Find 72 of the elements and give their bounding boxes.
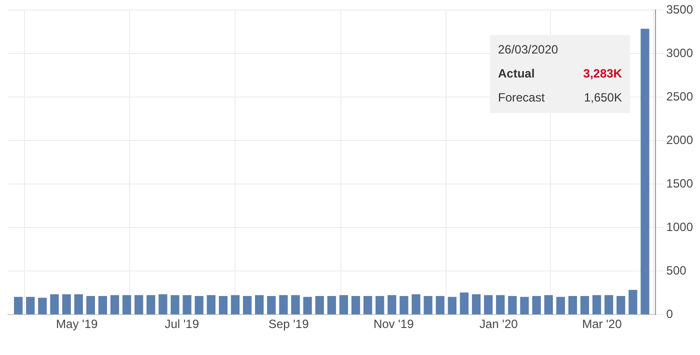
bar bbox=[339, 295, 348, 314]
bar bbox=[472, 294, 481, 314]
bar bbox=[218, 296, 228, 314]
bar bbox=[194, 296, 204, 314]
bar bbox=[580, 296, 590, 314]
bar bbox=[26, 296, 35, 314]
bar bbox=[122, 295, 132, 314]
x-tick-label: May '19 bbox=[56, 317, 98, 332]
x-tick-label: Jan '20 bbox=[479, 317, 518, 332]
bar bbox=[616, 296, 626, 314]
bar bbox=[110, 295, 120, 314]
annotation: 1,650K bbox=[584, 90, 622, 104]
bar bbox=[74, 294, 83, 314]
bar bbox=[315, 296, 324, 314]
bar bbox=[255, 295, 264, 314]
bar bbox=[242, 296, 252, 314]
y-tick-label: 2500 bbox=[666, 89, 694, 104]
bar bbox=[544, 295, 553, 314]
bar bbox=[532, 296, 541, 314]
bar bbox=[424, 296, 432, 314]
x-tick-label: Sep '19 bbox=[268, 317, 310, 332]
bar bbox=[303, 296, 312, 314]
bar bbox=[279, 295, 288, 314]
x-tick-label: Mar '20 bbox=[582, 317, 622, 332]
bar bbox=[86, 296, 95, 314]
bar bbox=[98, 296, 108, 314]
bar bbox=[170, 295, 180, 314]
bar bbox=[484, 295, 493, 314]
bar bbox=[388, 295, 396, 314]
bar bbox=[38, 298, 47, 314]
y-tick-label: 3500 bbox=[666, 2, 694, 17]
bar bbox=[412, 294, 420, 314]
bar bbox=[230, 295, 240, 314]
bar bbox=[448, 296, 456, 314]
bar bbox=[134, 295, 144, 314]
bar bbox=[376, 296, 384, 314]
x-tick-label: Nov '19 bbox=[373, 317, 414, 332]
x-tick-label: Jul '19 bbox=[164, 317, 200, 332]
y-tick-label: 3000 bbox=[666, 46, 694, 60]
bar bbox=[363, 296, 372, 314]
bar bbox=[291, 295, 300, 314]
bar bbox=[556, 296, 565, 314]
bar bbox=[460, 292, 469, 314]
y-tick-label: 2000 bbox=[666, 132, 694, 147]
bar bbox=[568, 296, 577, 314]
bar bbox=[158, 294, 168, 314]
bar bbox=[14, 296, 23, 314]
bar bbox=[327, 296, 336, 314]
bar bbox=[400, 296, 408, 314]
bar bbox=[592, 295, 602, 314]
y-tick-label: 1000 bbox=[666, 220, 694, 234]
bar bbox=[182, 295, 192, 314]
bar bbox=[508, 296, 517, 314]
bar bbox=[496, 295, 505, 314]
y-tick-label: 500 bbox=[666, 263, 687, 278]
bar bbox=[604, 295, 614, 314]
annotation: Actual bbox=[498, 66, 535, 80]
bar bbox=[436, 296, 444, 314]
annotation: 3,283K bbox=[583, 66, 622, 80]
bar bbox=[628, 290, 638, 314]
bar bbox=[520, 296, 529, 314]
bar bbox=[640, 28, 650, 314]
bar bbox=[351, 296, 360, 314]
annotation: Forecast bbox=[498, 90, 546, 104]
bar bbox=[146, 295, 156, 314]
bar bbox=[62, 294, 71, 314]
bar bbox=[50, 294, 59, 314]
bar bbox=[267, 296, 276, 314]
annotation: 26/03/2020 bbox=[498, 42, 558, 56]
y-tick-label: 1500 bbox=[666, 176, 694, 190]
y-tick-label: 0 bbox=[666, 306, 674, 321]
bar bbox=[206, 295, 216, 314]
